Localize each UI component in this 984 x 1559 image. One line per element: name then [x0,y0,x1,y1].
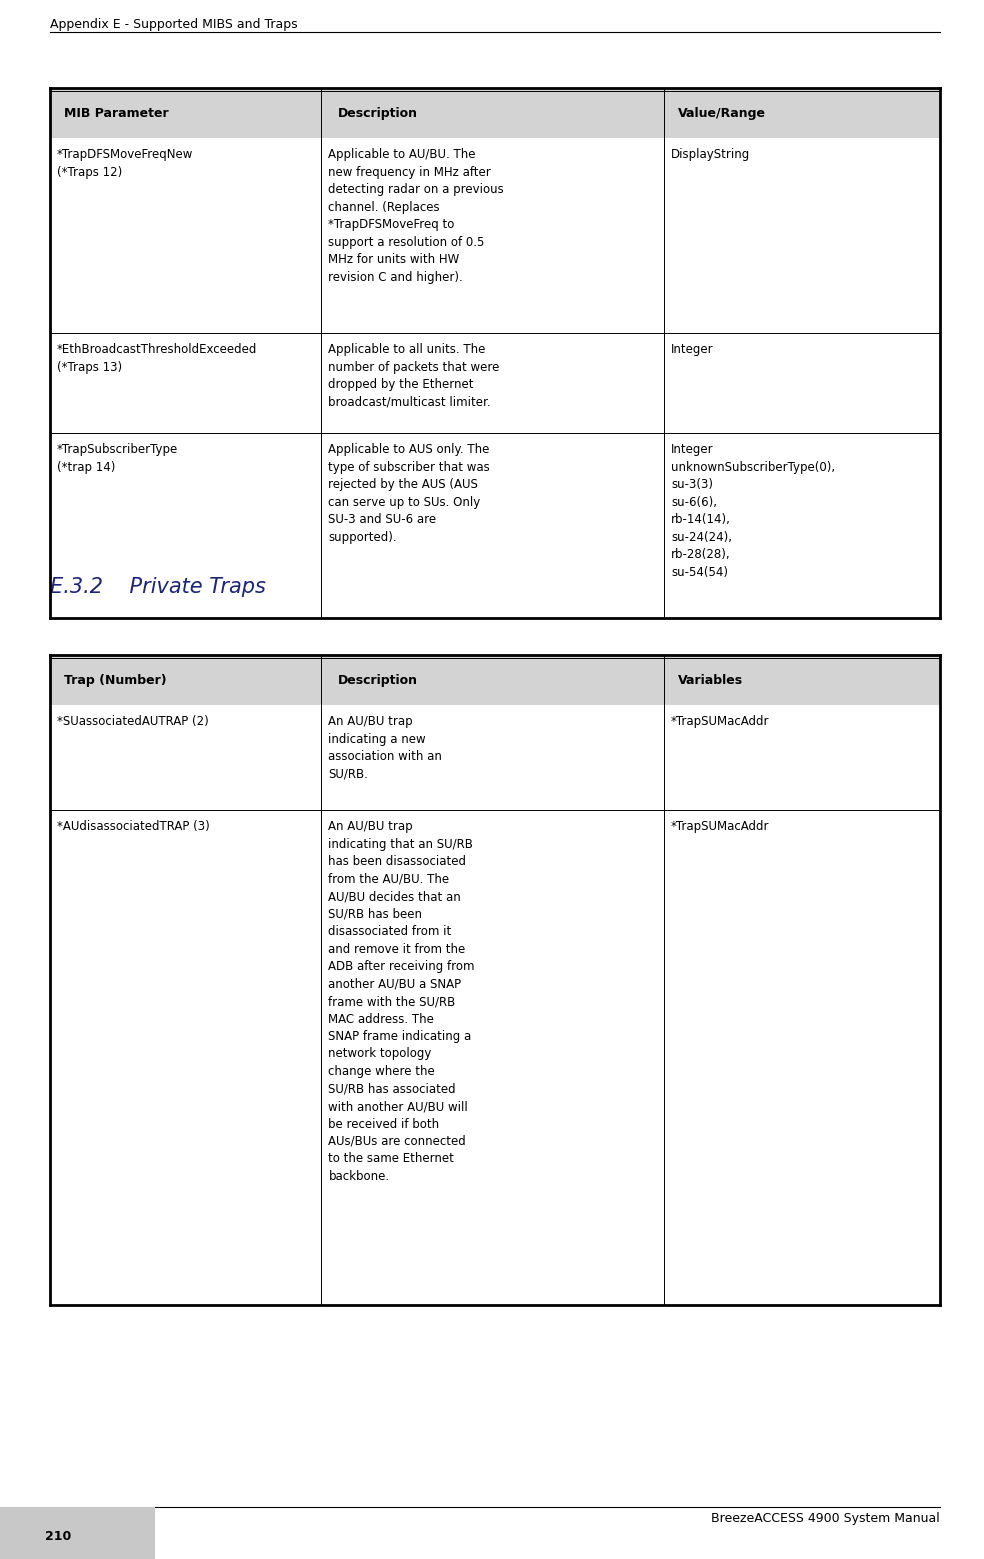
Text: An AU/BU trap
indicating a new
association with an
SU/RB.: An AU/BU trap indicating a new associati… [329,716,443,781]
Text: Applicable to AUS only. The
type of subscriber that was
rejected by the AUS (AUS: Applicable to AUS only. The type of subs… [329,443,490,544]
Text: Applicable to all units. The
number of packets that were
dropped by the Ethernet: Applicable to all units. The number of p… [329,343,500,408]
Bar [50,334,940,433]
Text: DisplayString: DisplayString [671,148,751,161]
Text: BreezeACCESS 4900 System Manual: BreezeACCESS 4900 System Manual [711,1512,940,1525]
Text: Trap (Number): Trap (Number) [64,673,166,686]
Text: 210: 210 [45,1529,71,1543]
Bar [50,433,940,617]
Bar [50,811,940,1305]
Text: *TrapSUMacAddr: *TrapSUMacAddr [671,716,769,728]
Text: *TrapDFSMoveFreqNew
(*Traps 12): *TrapDFSMoveFreqNew (*Traps 12) [57,148,194,178]
Text: *SUassociatedAUTRAP (2): *SUassociatedAUTRAP (2) [57,716,209,728]
Text: An AU/BU trap
indicating that an SU/RB
has been disassociated
from the AU/BU. Th: An AU/BU trap indicating that an SU/RB h… [329,820,475,1183]
Bar [50,139,940,334]
Text: Variables: Variables [678,673,743,686]
Text: Value/Range: Value/Range [678,106,766,120]
Text: Integer
unknownSubscriberType(0),
su-3(3)
su-6(6),
rb-14(14),
su-24(24),
rb-28(2: Integer unknownSubscriberType(0), su-3(3… [671,443,835,578]
Bar [50,87,940,139]
Bar [50,655,940,705]
Bar [0,1508,155,1559]
Text: *TrapSUMacAddr: *TrapSUMacAddr [671,820,769,833]
Text: *AUdisassociatedTRAP (3): *AUdisassociatedTRAP (3) [57,820,210,833]
Text: Integer: Integer [671,343,713,355]
Text: Description: Description [338,673,417,686]
Text: E.3.2    Private Traps: E.3.2 Private Traps [50,577,266,597]
Bar [50,705,940,811]
Text: Appendix E - Supported MIBS and Traps: Appendix E - Supported MIBS and Traps [50,19,297,31]
Text: *TrapSubscriberType
(*trap 14): *TrapSubscriberType (*trap 14) [57,443,178,474]
Text: Applicable to AU/BU. The
new frequency in MHz after
detecting radar on a previou: Applicable to AU/BU. The new frequency i… [329,148,504,284]
Text: Description: Description [338,106,417,120]
Text: MIB Parameter: MIB Parameter [64,106,168,120]
Text: *EthBroadcastThresholdExceeded
(*Traps 13): *EthBroadcastThresholdExceeded (*Traps 1… [57,343,258,374]
